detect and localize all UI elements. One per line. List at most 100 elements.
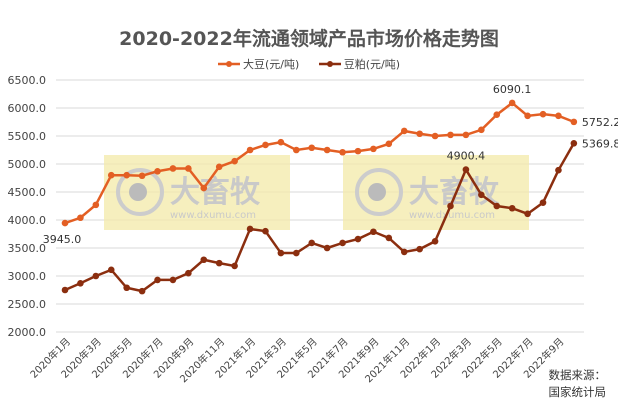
source-line1: 数据来源： [548, 368, 607, 382]
data-point [323, 244, 331, 252]
data-point [339, 239, 346, 247]
watermark-logo-text: 大畜牧 [409, 175, 500, 210]
data-point [92, 272, 100, 280]
data-point [431, 132, 439, 140]
data-point [416, 245, 423, 253]
data-point [154, 276, 161, 284]
data-point [246, 225, 254, 233]
data-point [323, 146, 331, 154]
data-point [478, 191, 485, 199]
data-point [185, 269, 192, 277]
data-point [539, 110, 547, 118]
legend: 大豆(元/吨) 豆粕(元/吨) [0, 56, 618, 72]
data-point [154, 167, 161, 175]
series-line-1 [64, 142, 575, 293]
data-point [200, 184, 208, 192]
source-note: 数据来源： 国家统计局 [549, 367, 607, 401]
data-point [277, 138, 285, 146]
legend-marker-soymeal [318, 61, 341, 67]
data-point [400, 127, 408, 135]
data-label: 5369.8 [582, 137, 618, 150]
data-point [246, 146, 254, 154]
data-point [169, 165, 177, 172]
watermark-logo-text: 大畜牧 [170, 175, 261, 210]
y-tick-label: 2000.0 [8, 326, 47, 339]
data-point [200, 256, 208, 264]
data-point [524, 210, 531, 218]
data-point [493, 202, 501, 210]
data-point [293, 249, 300, 257]
data-point [92, 201, 100, 209]
data-point [123, 284, 130, 292]
data-point [570, 139, 578, 147]
data-point [354, 147, 362, 155]
y-tick-label: 5000.0 [8, 158, 47, 171]
data-point [138, 172, 146, 180]
data-point [215, 163, 223, 171]
data-point [61, 219, 69, 227]
watermark-url: www.dxumu.com [170, 210, 256, 221]
data-point [447, 202, 454, 210]
y-tick-label: 4000.0 [8, 214, 47, 227]
data-point [400, 248, 408, 256]
legend-marker-soybean [217, 61, 240, 67]
data-point [354, 235, 362, 243]
data-point [262, 227, 269, 235]
data-point [555, 166, 562, 174]
data-point [462, 131, 470, 139]
data-point [61, 286, 69, 294]
data-point [524, 112, 531, 120]
data-point [277, 249, 285, 257]
series-line-0 [64, 101, 575, 225]
source-line2: 国家统计局 [548, 385, 607, 399]
data-point [508, 204, 516, 212]
data-point [169, 276, 177, 284]
data-point [462, 166, 470, 173]
data-point [185, 165, 192, 172]
data-point [370, 145, 377, 153]
y-tick-label: 6500.0 [8, 74, 47, 87]
legend-label-soybean: 大豆(元/吨) [242, 58, 300, 71]
data-label: 4900.4 [447, 150, 486, 163]
y-tick-label: 3000.0 [8, 270, 47, 283]
data-point [231, 157, 238, 165]
y-tick-label: 2500.0 [8, 298, 47, 311]
data-point [308, 239, 316, 247]
data-point [385, 140, 393, 148]
data-point [416, 130, 423, 138]
watermark-url: www.dxumu.com [409, 210, 495, 221]
watermark-logo-icon [129, 183, 147, 201]
watermark-logo-icon [116, 168, 164, 216]
data-point [385, 234, 393, 242]
data-point [107, 266, 115, 274]
legend-label-soymeal: 豆粕(元/吨) [343, 58, 401, 71]
legend-item-soymeal: 豆粕(元/吨) [318, 56, 401, 72]
y-tick-label: 4500.0 [8, 186, 47, 199]
data-point [508, 99, 516, 107]
data-point [431, 237, 439, 245]
y-tick-label: 3500.0 [8, 242, 47, 255]
watermark-logo-icon [355, 168, 403, 216]
data-point [370, 228, 377, 236]
data-point [539, 199, 547, 206]
data-point [293, 146, 300, 154]
data-point [308, 144, 316, 152]
y-tick-label: 6000.0 [8, 102, 47, 115]
data-point [123, 171, 130, 179]
data-point [77, 214, 84, 222]
y-tick-label: 5500.0 [8, 130, 47, 143]
data-point [478, 126, 485, 134]
data-point [107, 171, 115, 179]
legend-item-soybean: 大豆(元/吨) [217, 56, 300, 72]
data-point [231, 262, 238, 270]
data-point [138, 287, 146, 295]
data-label: 5752.2 [582, 116, 618, 129]
data-point [339, 148, 346, 156]
data-point [493, 111, 501, 119]
watermark-logo-icon [368, 183, 386, 201]
data-point [447, 131, 454, 139]
data-point [555, 112, 562, 120]
data-label: 3945.0 [43, 233, 82, 246]
data-point [570, 118, 578, 126]
